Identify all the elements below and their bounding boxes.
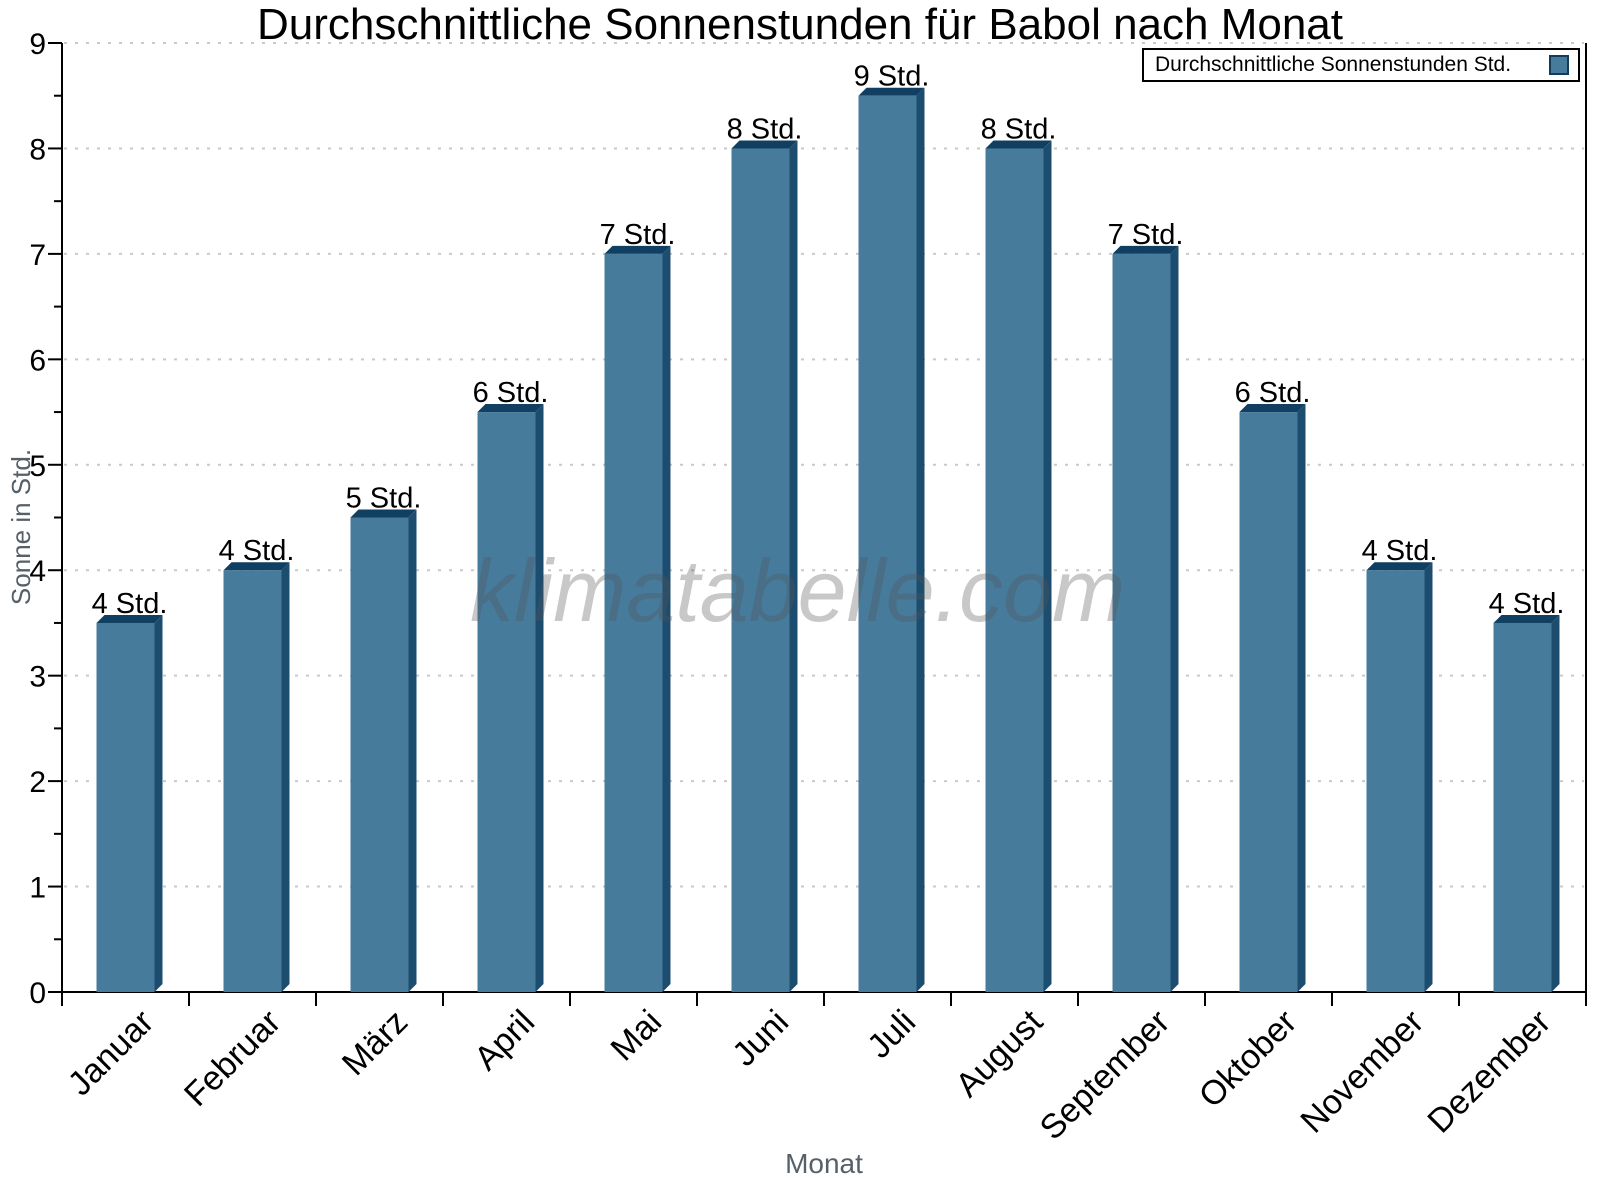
bar-value-label: 4 Std. — [92, 588, 168, 620]
bar-value-label: 7 Std. — [1108, 219, 1184, 251]
legend-label: Durchschnittliche Sonnenstunden Std. — [1155, 53, 1512, 76]
bar-juli — [858, 95, 917, 992]
bar-side-face-august — [1043, 140, 1052, 992]
x-category-label: September — [1033, 1003, 1177, 1147]
y-axis-title: Sonne in Std. — [6, 448, 36, 606]
bar-august — [985, 148, 1044, 992]
y-tick-label: 0 — [29, 977, 46, 1010]
bar-februar — [223, 570, 282, 992]
bar-top-face-januar — [96, 614, 163, 623]
bar-top-face-mai — [604, 245, 671, 254]
bar-top-face-september — [1112, 245, 1179, 254]
y-tick-label: 7 — [29, 239, 46, 272]
y-tick-label: 6 — [29, 344, 46, 377]
bar-value-label: 6 Std. — [1235, 377, 1311, 409]
bar-value-label: 4 Std. — [219, 535, 295, 567]
bar-value-label: 8 Std. — [981, 113, 1057, 145]
bar-top-face-august — [985, 140, 1052, 149]
y-tick-label: 9 — [29, 28, 46, 61]
legend: Durchschnittliche Sonnenstunden Std. — [1142, 48, 1580, 82]
bar-top-face-dezember — [1493, 614, 1560, 623]
bar-value-label: 5 Std. — [346, 483, 422, 515]
x-category-label: Dezember — [1420, 1003, 1558, 1141]
chart-title: Durchschnittliche Sonnenstunden für Babo… — [256, 0, 1343, 49]
x-category-label: August — [948, 1002, 1050, 1104]
bar-top-face-oktober — [1239, 404, 1306, 413]
x-category-label: November — [1293, 1003, 1431, 1141]
x-category-label: Mai — [604, 1003, 670, 1069]
bar-side-face-september — [1170, 245, 1179, 992]
bar-juni — [731, 148, 790, 992]
bar-top-face-juni — [731, 140, 798, 149]
y-tick-label: 5 — [29, 450, 46, 483]
bar-side-face-april — [535, 404, 544, 992]
x-category-label: Juli — [860, 1003, 923, 1066]
bar-side-face-januar — [154, 614, 163, 992]
bar-top-face-maerz — [350, 509, 417, 518]
bar-top-face-november — [1366, 562, 1433, 571]
bar-top-face-februar — [223, 562, 290, 571]
bar-side-face-maerz — [408, 509, 417, 992]
bar-value-label: 7 Std. — [600, 219, 676, 251]
bar-side-face-februar — [281, 562, 290, 992]
bar-value-label: 9 Std. — [854, 61, 930, 93]
bar-side-face-november — [1424, 562, 1433, 992]
bar-side-face-mai — [662, 245, 671, 992]
bar-top-face-juli — [858, 87, 925, 96]
x-category-label: Juni — [725, 1003, 796, 1074]
bar-april — [477, 412, 536, 992]
y-tick-label: 4 — [29, 555, 46, 588]
bar-side-face-oktober — [1297, 404, 1306, 992]
bar-value-label: 4 Std. — [1362, 535, 1438, 567]
bar-value-label: 8 Std. — [727, 113, 803, 145]
x-axis-title: Monat — [785, 1148, 863, 1179]
bar-top-face-april — [477, 404, 544, 413]
bar-mai — [604, 253, 663, 992]
bar-value-label: 6 Std. — [473, 377, 549, 409]
bar-dezember — [1493, 622, 1552, 992]
x-category-label: März — [335, 1003, 415, 1083]
bar-november — [1366, 570, 1425, 992]
y-tick-label: 8 — [29, 133, 46, 166]
bar-side-face-juli — [916, 87, 925, 992]
bar-value-label: 4 Std. — [1489, 588, 1565, 620]
y-tick-label: 3 — [29, 661, 46, 694]
bar-september — [1112, 253, 1171, 992]
bar-side-face-dezember — [1551, 614, 1560, 992]
y-tick-label: 1 — [29, 872, 46, 905]
bar-side-face-juni — [789, 140, 798, 992]
x-category-label: Januar — [61, 1003, 161, 1103]
legend-swatch-icon — [1549, 55, 1569, 75]
x-category-label: Oktober — [1192, 1003, 1304, 1115]
bar-oktober — [1239, 412, 1298, 992]
bar-maerz — [350, 517, 409, 992]
bar-januar — [96, 622, 155, 992]
y-tick-label: 2 — [29, 766, 46, 799]
x-category-label: April — [467, 1003, 542, 1078]
x-category-label: Februar — [177, 1003, 288, 1114]
